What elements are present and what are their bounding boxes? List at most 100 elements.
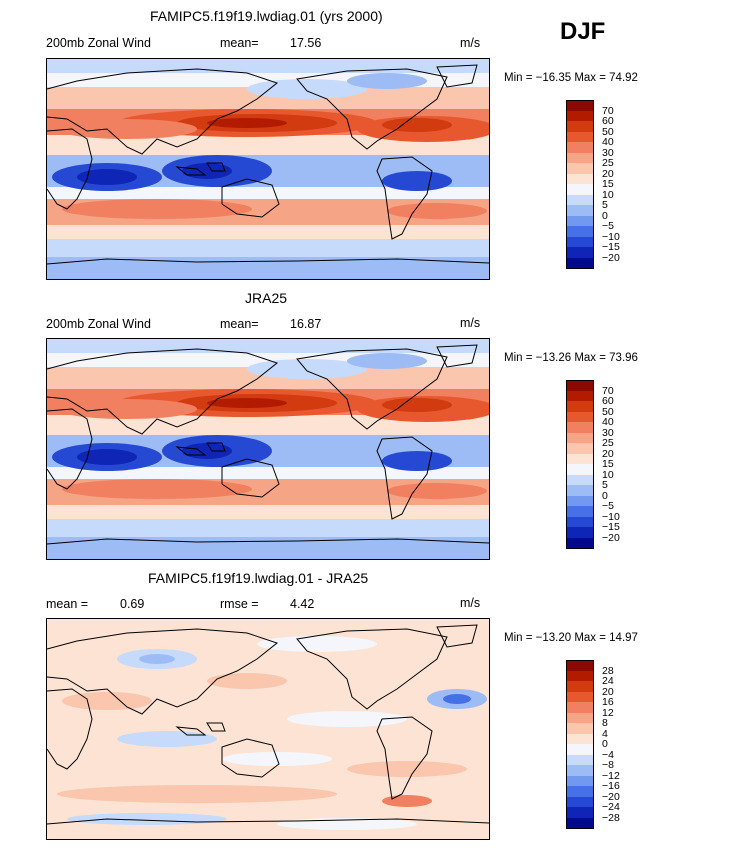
units-label: m/s — [460, 596, 481, 610]
coastline — [296, 628, 448, 710]
minmax-label: Min = −13.20 Max = 14.97 — [504, 632, 638, 644]
units-label: m/s — [460, 36, 481, 50]
wind-contour — [387, 483, 487, 499]
colorbar-tick-label: 30 — [602, 426, 614, 439]
colorbar-swatch — [566, 443, 594, 454]
colorbar-swatch — [566, 131, 594, 143]
map-canvas — [47, 619, 489, 839]
diff-contour — [117, 731, 217, 747]
colorbar-swatch — [566, 142, 594, 153]
wind-contour — [247, 359, 367, 379]
diff-contour — [139, 654, 175, 664]
diff-contour — [382, 795, 432, 807]
colorbar-swatch — [566, 670, 594, 682]
colorbar-tick-label: 20 — [602, 447, 614, 460]
colorbar-swatch — [566, 380, 594, 391]
colorbar-tick-label: 0 — [602, 489, 608, 502]
variable-label: 200mb Zonal Wind — [46, 317, 151, 331]
colorbar-tick-label: 5 — [602, 479, 608, 491]
colorbar-tick-label: −10 — [602, 230, 620, 243]
colorbar-tick-label: −15 — [602, 241, 620, 253]
field-background — [47, 619, 489, 839]
coastline — [376, 716, 433, 800]
wind-band — [47, 187, 489, 199]
coastline — [206, 442, 226, 452]
diff-contour — [67, 813, 227, 825]
colorbar-swatch — [566, 723, 594, 734]
coastline — [376, 436, 433, 520]
colorbar-tick-label: 25 — [602, 157, 614, 169]
colorbar-swatch — [566, 527, 594, 538]
units-label: m/s — [460, 316, 481, 330]
colorbar-tick-label: 50 — [602, 125, 614, 138]
diff-contour — [443, 694, 471, 704]
panel-title: FAMIPC5.f19f19.lwdiag.01 (yrs 2000) — [150, 8, 383, 24]
colorbar-tick-label: −16 — [602, 780, 620, 792]
diff-contour — [57, 785, 337, 803]
colorbar-tick-label: 24 — [602, 675, 614, 687]
coastline — [221, 458, 280, 498]
wind-contour — [207, 398, 287, 408]
wind-band — [47, 519, 489, 537]
coastline — [436, 624, 478, 648]
colorbar-tick-label: −4 — [602, 748, 614, 761]
colorbar-tick-label: 30 — [602, 146, 614, 159]
colorbar-tick-label: 60 — [602, 395, 614, 407]
colorbar-swatch — [566, 226, 594, 237]
mean-label: mean= — [220, 317, 259, 331]
colorbar-swatch — [566, 712, 594, 724]
wind-contour — [247, 79, 367, 99]
colorbar-swatch — [566, 744, 594, 755]
colorbar-tick-label: 12 — [602, 706, 614, 719]
coastline — [175, 446, 207, 456]
wind-contour — [62, 479, 252, 499]
colorbar-tick-label: 0 — [602, 209, 608, 222]
coastline — [47, 68, 279, 155]
diff-contour — [287, 711, 407, 727]
colorbar-swatch — [566, 194, 594, 206]
colorbar-swatch — [566, 506, 594, 517]
colorbar-tick-label: 60 — [602, 115, 614, 127]
wind-contour — [382, 398, 452, 412]
colorbar-swatch — [566, 411, 594, 423]
wind-contour — [57, 119, 197, 139]
colorbar-swatch — [566, 422, 594, 433]
colorbar-swatch — [566, 121, 594, 132]
colorbar-swatch — [566, 691, 594, 703]
colorbar-tick-label: 0 — [602, 738, 608, 750]
colorbar-swatch — [566, 184, 594, 195]
colorbar-tick-label: 20 — [602, 685, 614, 698]
colorbar-tick-label: 70 — [602, 104, 614, 117]
coastline — [175, 166, 207, 176]
mean-label: mean= — [220, 36, 259, 50]
colorbar-tick-label: 16 — [602, 696, 614, 708]
coastline — [175, 726, 207, 736]
coastline — [47, 348, 279, 435]
colorbar-swatch — [566, 681, 594, 692]
colorbar-tick-label: −15 — [602, 521, 620, 533]
coastline — [376, 156, 433, 240]
colorbar-tick-label: −8 — [602, 759, 614, 771]
coastline — [296, 348, 448, 430]
panel-title: FAMIPC5.f19f19.lwdiag.01 - JRA25 — [148, 570, 369, 586]
wind-band — [47, 87, 489, 109]
coastline — [47, 408, 93, 490]
mean-value: 16.87 — [290, 317, 322, 331]
colorbar-tick-label: −5 — [602, 220, 614, 232]
colorbar-swatch — [566, 247, 594, 258]
colorbar-tick-label: 70 — [602, 384, 614, 397]
colorbar-swatch — [566, 205, 594, 216]
colorbar-swatch — [566, 401, 594, 412]
wind-contour — [387, 203, 487, 219]
wind-contour — [62, 199, 252, 219]
coastline — [221, 738, 280, 778]
minmax-label: Min = −16.35 Max = 74.92 — [504, 72, 638, 84]
colorbar-tick-label: −12 — [602, 769, 620, 782]
colorbar-swatch — [566, 796, 594, 808]
coastline — [47, 538, 489, 545]
colorbar-tick-label: −5 — [602, 500, 614, 512]
colorbar-tick-label: 4 — [602, 727, 608, 740]
colorbar-swatch — [566, 807, 594, 818]
mean-value: 0.69 — [120, 597, 145, 611]
wind-contour — [207, 118, 287, 128]
